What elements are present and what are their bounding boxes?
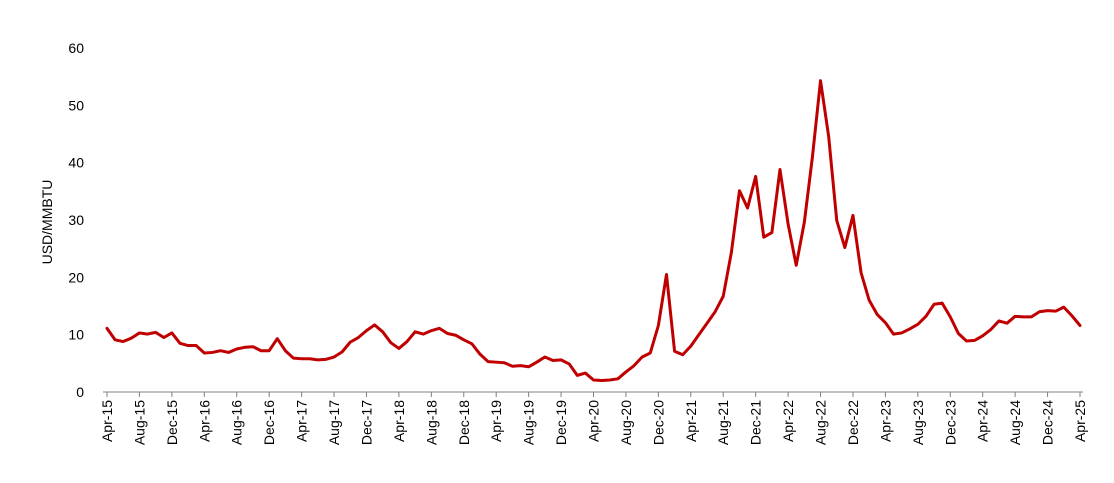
y-tick-label: 40 bbox=[68, 155, 84, 171]
x-tick-label: Dec-17 bbox=[358, 400, 374, 445]
series-line bbox=[105, 79, 1082, 383]
x-tick-label: Aug-18 bbox=[423, 400, 439, 445]
x-tick-label: Dec-20 bbox=[650, 400, 666, 445]
x-tick-label: Apr-15 bbox=[99, 400, 115, 442]
x-tick-label: Apr-23 bbox=[877, 400, 893, 442]
x-tick-label: Apr-24 bbox=[975, 400, 991, 442]
x-tick-label: Dec-22 bbox=[845, 400, 861, 445]
y-axis-ticks: 0 10 20 30 40 50 60 bbox=[68, 40, 84, 400]
x-tick-label: Aug-17 bbox=[326, 400, 342, 445]
y-tick-label: 50 bbox=[68, 97, 84, 113]
y-tick-label: 20 bbox=[68, 269, 84, 285]
y-tick-label: 30 bbox=[68, 212, 84, 228]
y-tick-label: 10 bbox=[68, 327, 84, 343]
x-tick-label: Apr-18 bbox=[391, 400, 407, 442]
y-axis-title: USD/MMBTU bbox=[39, 180, 55, 265]
y-tick-label: 60 bbox=[68, 40, 84, 56]
x-tick-label: Dec-21 bbox=[748, 400, 764, 445]
x-tick-label: Aug-16 bbox=[229, 400, 245, 445]
x-tick-label: Aug-20 bbox=[618, 400, 634, 445]
x-tick-label: Apr-22 bbox=[780, 400, 796, 442]
x-tick-label: Apr-20 bbox=[586, 400, 602, 442]
x-tick-label: Dec-19 bbox=[553, 400, 569, 445]
x-tick-label: Aug-24 bbox=[1007, 400, 1023, 445]
x-tick-label: Dec-24 bbox=[1040, 400, 1056, 445]
x-tick-label: Apr-16 bbox=[196, 400, 212, 442]
x-axis-ticks: Apr-15 Aug-15 Dec-15 Apr-16 Aug-16 Dec-16 Apr-… bbox=[99, 392, 1088, 445]
x-tick-label: Aug-23 bbox=[910, 400, 926, 445]
x-tick-label: Dec-18 bbox=[456, 400, 472, 445]
x-tick-label: Apr-25 bbox=[1072, 400, 1088, 442]
x-tick-label: Aug-19 bbox=[521, 400, 537, 445]
x-tick-label: Apr-17 bbox=[294, 400, 310, 442]
x-tick-label: Dec-23 bbox=[942, 400, 958, 445]
x-tick-label: Aug-21 bbox=[715, 400, 731, 445]
x-tick-label: Apr-21 bbox=[683, 400, 699, 442]
x-tick-label: Apr-19 bbox=[488, 400, 504, 442]
x-tick-label: Aug-22 bbox=[813, 400, 829, 445]
x-tick-label: Dec-16 bbox=[261, 400, 277, 445]
x-tick-label: Dec-15 bbox=[164, 400, 180, 445]
x-tick-label: Aug-15 bbox=[131, 400, 147, 445]
y-tick-label: 0 bbox=[76, 384, 84, 400]
